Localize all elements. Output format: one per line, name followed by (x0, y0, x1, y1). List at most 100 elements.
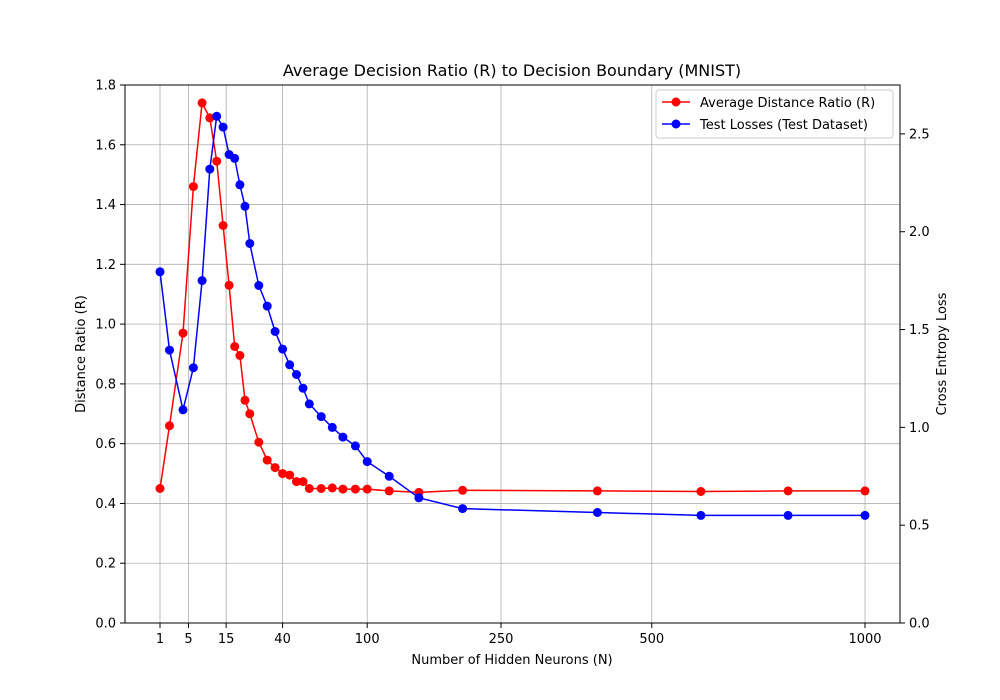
y-axis-label: Distance Ratio (R) (74, 295, 89, 413)
legend-box (655, 89, 894, 139)
test-loss-point (362, 457, 372, 467)
distance-ratio-point (338, 484, 348, 494)
test-loss-point (414, 493, 424, 503)
y-axis-ticks: 0.0 0.2 0.4 0.6 0.8 1.0 1.2 1.4 1.6 1.8 (95, 79, 125, 632)
y-tick-label: 1.0 (95, 318, 116, 333)
x-tick-label: 5 (184, 632, 192, 647)
distance-ratio-point (197, 98, 207, 108)
test-loss-point (155, 267, 165, 277)
test-loss-point (178, 405, 188, 415)
test-loss-point (188, 363, 198, 373)
distance-ratio-point (350, 484, 360, 494)
test-loss-point (254, 281, 264, 290)
distance-ratio-point (316, 484, 326, 493)
distance-ratio-point (240, 395, 250, 405)
distance-ratio-point (304, 484, 314, 493)
distance-ratio-point (298, 477, 308, 487)
y-tick-label: 1.2 (95, 258, 116, 273)
test-loss-point (458, 504, 468, 514)
test-loss-point (205, 164, 215, 174)
test-loss-point (304, 399, 314, 409)
legend-marker-blue (671, 119, 681, 129)
axes-frame (124, 84, 901, 624)
distance-ratio-point (278, 469, 288, 479)
distance-ratio-point (270, 463, 280, 473)
y2-tick-label: 0.0 (909, 617, 930, 632)
test-loss-point (696, 510, 706, 520)
y2-tick-label: 1.0 (909, 421, 930, 436)
test-loss-point (285, 360, 295, 370)
test-loss-point (338, 432, 348, 442)
x-tick-label: 500 (639, 632, 664, 647)
test-loss-point (240, 201, 250, 211)
distance-ratio-point (205, 113, 215, 123)
distance-ratio-point (218, 221, 228, 230)
test-loss-point (860, 510, 870, 520)
chart-title: Average Decision Ratio (R) to Decision B… (283, 61, 741, 80)
distance-ratio-point (212, 156, 222, 166)
y-tick-label: 1.8 (95, 79, 116, 94)
distance-ratio-point (262, 455, 272, 465)
y2-tick-label: 2.0 (909, 225, 930, 240)
test-loss-point (270, 327, 280, 336)
distance-ratio-point (178, 328, 188, 338)
x-tick-label: 100 (355, 632, 380, 647)
test-loss-point (278, 344, 288, 354)
y-tick-label: 1.4 (95, 198, 116, 213)
series-layer (155, 98, 870, 520)
x-tick-label: 15 (218, 632, 235, 647)
test-loss-point (212, 111, 222, 121)
test-loss-point (197, 276, 207, 286)
distance-ratio-point (860, 486, 870, 496)
distance-ratio-point (155, 484, 165, 493)
legend-marker-red (671, 97, 681, 107)
distance-ratio-point (292, 477, 301, 487)
distance-ratio-point (384, 486, 394, 496)
test-loss-point (783, 510, 793, 520)
legend-label-ratio: Average Distance Ratio (R) (700, 96, 875, 111)
x-tick-label: 1 (156, 632, 164, 647)
distance-ratio-point (458, 485, 468, 495)
y2-tick-label: 2.5 (909, 127, 930, 142)
legend-label-loss: Test Losses (Test Dataset) (699, 118, 868, 133)
y2-axis-label: Cross Entropy Loss (935, 292, 950, 415)
y-tick-label: 0.4 (95, 497, 116, 512)
test-loss-point (262, 301, 272, 311)
test-loss-point (245, 239, 255, 248)
y2-tick-label: 0.5 (909, 519, 930, 534)
distance-ratio-point (188, 182, 198, 192)
y-tick-label: 0.6 (95, 437, 116, 452)
y2-tick-label: 1.5 (909, 323, 930, 338)
distance-ratio-point (165, 421, 174, 431)
distance-ratio-point (783, 486, 793, 496)
distance-ratio-point (235, 351, 245, 360)
x-axis-ticks: 1 5 15 40 100 250 500 1000 (156, 623, 882, 647)
test-loss-point (384, 471, 394, 481)
test-loss-point (292, 370, 301, 379)
distance-ratio-point (285, 470, 295, 480)
distance-ratio-point (362, 484, 372, 494)
distance-ratio-point (254, 437, 264, 447)
legend: Average Distance Ratio (R) Test Losses (… (655, 89, 894, 139)
distance-ratio-point (696, 487, 706, 496)
x-tick-label: 1000 (848, 632, 881, 647)
x-tick-label: 250 (489, 632, 514, 647)
x-axis-label: Number of Hidden Neurons (N) (411, 653, 612, 668)
test-loss-point (316, 412, 326, 422)
test-loss-point (592, 508, 602, 517)
test-loss-point (230, 153, 240, 163)
test-loss-point (165, 345, 174, 355)
distance-ratio-line (159, 100, 865, 494)
y-tick-label: 0.2 (95, 557, 116, 572)
test-loss-point (235, 180, 245, 190)
y-tick-label: 0.0 (95, 617, 116, 632)
x-tick-label: 40 (274, 632, 291, 647)
distance-ratio-point (245, 409, 255, 419)
test-loss-point (350, 441, 360, 451)
test-loss-point (298, 383, 308, 393)
y-tick-label: 0.8 (95, 377, 116, 392)
distance-ratio-point (592, 486, 602, 496)
y-tick-label: 1.6 (95, 138, 116, 153)
y2-axis-ticks: 0.0 0.5 1.0 1.5 2.0 2.5 (900, 127, 930, 632)
